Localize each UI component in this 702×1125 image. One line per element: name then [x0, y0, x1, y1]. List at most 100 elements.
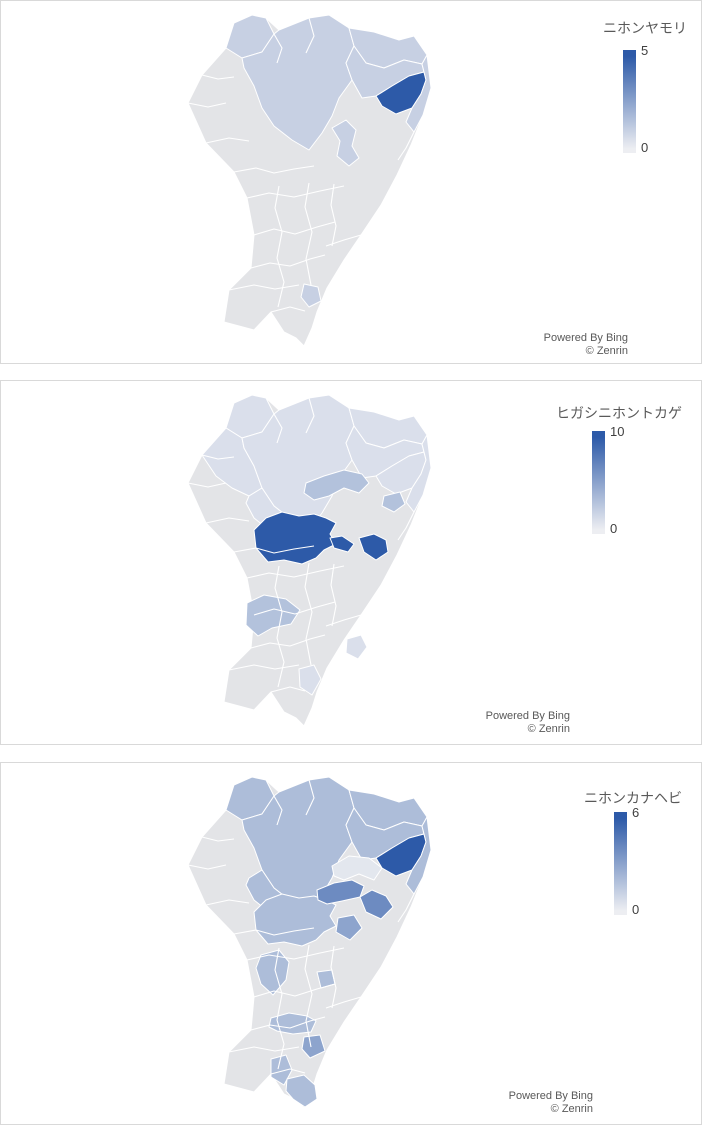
map-region-ne-notch[interactable]	[331, 855, 383, 881]
municipal-border	[228, 284, 300, 291]
map-region-south-dark-square[interactable]	[301, 1034, 326, 1059]
attribution-line1: Powered By Bing	[543, 332, 628, 345]
municipal-border	[233, 165, 315, 174]
municipal-border	[253, 983, 336, 998]
map-attribution-3: Powered By Bing © Zenrin	[509, 1090, 593, 1116]
municipal-border	[397, 893, 415, 923]
municipal-border	[246, 185, 345, 199]
municipal-border	[273, 33, 283, 64]
map-region-central-east-band[interactable]	[303, 469, 370, 501]
municipal-border	[205, 137, 250, 144]
map-attribution-1: Powered By Bing © Zenrin	[544, 332, 628, 358]
municipal-border	[233, 545, 315, 554]
map-chart-panel-1[interactable]: ニホンヤモリ 5 0 Powered By Bing © Zenrin	[0, 0, 702, 364]
legend-min-label: 0	[632, 902, 640, 917]
municipal-border	[330, 183, 337, 247]
legend-gradient-bar	[623, 50, 636, 153]
map-svg-2	[187, 394, 432, 727]
municipal-border	[274, 185, 285, 308]
municipal-border	[330, 563, 337, 627]
map-chart-panel-3[interactable]: ニホンカナヘビ 6 0 Powered By Bing © Zenrin	[0, 762, 702, 1125]
map-svg-1	[187, 14, 432, 347]
legend-title-3: ニホンカナヘビ	[584, 790, 682, 806]
map-attribution-2: Powered By Bing © Zenrin	[486, 710, 570, 736]
municipal-border	[250, 634, 326, 649]
municipal-border	[270, 686, 306, 693]
choropleth-map-2[interactable]	[174, 388, 436, 738]
municipal-border	[187, 864, 227, 870]
map-region-east-small[interactable]	[345, 634, 368, 660]
map-region-west-low[interactable]	[255, 949, 290, 996]
legend-max-label: 6	[632, 805, 640, 820]
map-region-south-patch[interactable]	[298, 664, 322, 696]
municipal-border	[273, 413, 283, 444]
map-region-east-coast[interactable]	[405, 54, 432, 133]
chart-legend-1: 5 0	[623, 43, 649, 155]
chart-legend-2: 10 0	[592, 424, 624, 536]
municipal-border	[250, 254, 326, 269]
chart-legend-3: 6 0	[614, 805, 640, 917]
municipal-border	[270, 306, 306, 313]
map-region-mid-east-patch[interactable]	[331, 119, 360, 167]
municipal-border	[325, 996, 362, 1009]
municipal-border	[228, 664, 300, 671]
map-region-central-blob[interactable]	[358, 533, 389, 561]
municipal-border	[325, 234, 362, 247]
map-region-central[interactable]	[253, 893, 337, 947]
legend-max-label: 5	[641, 43, 649, 58]
legend-gradient-bar	[614, 812, 627, 915]
attribution-line1: Powered By Bing	[508, 1090, 593, 1103]
municipal-border	[205, 517, 250, 524]
map-region-south-coast[interactable]	[285, 1074, 318, 1108]
municipal-border	[273, 795, 283, 826]
municipal-border	[330, 945, 337, 1009]
choropleth-map-1[interactable]	[174, 8, 436, 358]
map-region-south-band[interactable]	[268, 1012, 317, 1035]
municipal-border	[305, 779, 315, 816]
municipal-border	[270, 1068, 306, 1075]
map-region-east-coast[interactable]	[405, 434, 432, 513]
municipal-border	[304, 562, 313, 666]
municipal-border	[250, 1016, 326, 1031]
legend-gradient-bar	[592, 431, 605, 534]
choropleth-map-3[interactable]	[174, 770, 436, 1120]
legend-max-label: 10	[610, 424, 625, 439]
municipal-border	[187, 102, 227, 108]
municipal-border	[201, 454, 235, 460]
municipal-border	[253, 221, 336, 236]
map-svg-3	[187, 776, 432, 1109]
municipal-border	[233, 927, 315, 936]
municipal-border	[397, 511, 415, 541]
municipal-border	[397, 131, 415, 161]
attribution-line2: © Zenrin	[550, 1103, 593, 1116]
municipal-border	[304, 182, 313, 286]
attribution-line2: © Zenrin	[585, 345, 628, 358]
map-region-north-central[interactable]	[241, 14, 355, 151]
attribution-line2: © Zenrin	[527, 723, 570, 736]
attribution-line1: Powered By Bing	[485, 710, 570, 723]
municipal-border	[246, 947, 345, 961]
map-region-east-coast[interactable]	[405, 816, 432, 895]
map-chart-panel-2[interactable]: ヒガシニホントカゲ 10 0 Powered By Bing © Zenrin	[0, 380, 702, 745]
municipal-border	[187, 482, 227, 488]
map-region-mid-east-band-2[interactable]	[359, 889, 394, 920]
municipal-border	[228, 1046, 300, 1053]
map-region-south-small[interactable]	[300, 283, 322, 308]
map-region-west-mid-band[interactable]	[245, 594, 301, 637]
municipal-border	[305, 397, 315, 434]
municipal-border	[325, 614, 362, 627]
legend-title-1: ニホンヤモリ	[603, 20, 687, 36]
municipal-border	[201, 74, 235, 80]
legend-min-label: 0	[641, 140, 649, 155]
legend-min-label: 0	[610, 521, 618, 536]
municipal-border	[253, 601, 336, 616]
map-region-below-small[interactable]	[335, 914, 363, 941]
municipal-border	[205, 899, 250, 906]
map-region-central-east-small[interactable]	[381, 491, 406, 513]
municipal-border	[201, 836, 235, 842]
municipal-border	[246, 565, 345, 579]
map-region-central-claw[interactable]	[329, 535, 355, 553]
legend-title-2: ヒガシニホントカゲ	[556, 405, 682, 421]
municipal-border	[274, 565, 285, 688]
municipal-border	[274, 947, 285, 1070]
